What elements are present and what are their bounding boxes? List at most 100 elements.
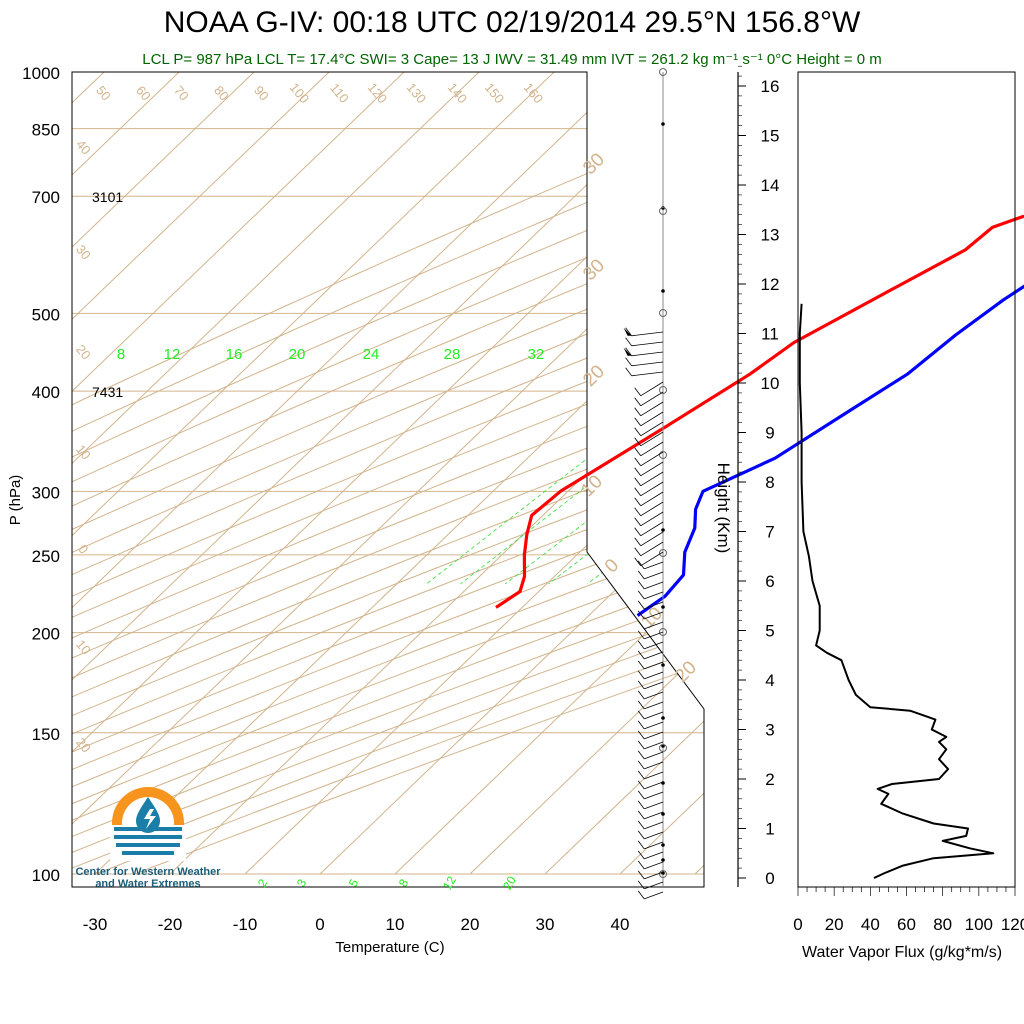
dry-adiabat — [72, 72, 704, 875]
dry-adiabat — [72, 72, 704, 875]
wind-barb-feather — [634, 477, 642, 487]
temperature-tick-label: 10 — [386, 915, 405, 934]
barb-calm-dot — [661, 716, 665, 720]
flux-panel: 012345678910111213141516020406080100120W… — [714, 65, 1024, 961]
dry-adiabat — [72, 72, 704, 875]
flux-tick-label: 40 — [861, 915, 880, 934]
height-tick-label: 6 — [765, 572, 774, 591]
mixing-ratio-line — [656, 72, 704, 585]
wind-barb — [644, 781, 664, 790]
wind-barb — [644, 561, 664, 570]
wind-barb-feather — [634, 517, 642, 527]
height-annotation: 7431 — [92, 384, 123, 400]
temperature-tick-label: -20 — [158, 915, 183, 934]
dry-adiabat — [134, 72, 704, 875]
mixing-ratio-line — [548, 72, 704, 585]
wind-barb-feather — [637, 780, 645, 790]
dry-adiabat — [72, 72, 704, 875]
wind-barb-feather — [637, 570, 645, 580]
pressure-tick-label: 250 — [32, 547, 60, 566]
wind-barb-feather — [634, 407, 642, 417]
isotherm-line — [619, 72, 704, 875]
wind-barb — [644, 891, 664, 900]
barb-circle — [659, 309, 667, 317]
wind-barb — [644, 711, 664, 720]
isotherm-line — [72, 72, 704, 875]
wind-barb-feather — [637, 880, 645, 890]
mixing-ratio-label: 28 — [444, 346, 461, 363]
isotherm-line — [72, 72, 273, 875]
wind-barb-feather — [634, 547, 642, 557]
adiabat-label: 70 — [171, 83, 192, 104]
mixing-ratio-line — [615, 72, 704, 585]
pressure-tick-label: 150 — [32, 725, 60, 744]
wind-barb-feather — [634, 487, 642, 497]
wind-barb — [640, 421, 664, 437]
isotherm-label: 40 — [73, 137, 94, 158]
dry-adiabat — [72, 72, 704, 875]
wind-barb-feather — [637, 620, 645, 630]
wind-barb — [631, 331, 664, 337]
isotherm-label: 20 — [671, 657, 701, 687]
temperature-tick-label: -10 — [233, 915, 258, 934]
wind-barb-feather — [637, 770, 645, 780]
flux-tick-label: 100 — [965, 915, 993, 934]
barb-calm-dot — [661, 289, 665, 293]
isotherm-line — [169, 72, 704, 875]
wind-barb-feather — [634, 497, 642, 507]
wind-barb-feather — [634, 507, 642, 517]
wind-barb — [640, 431, 664, 447]
dry-adiabat — [72, 72, 704, 875]
wind-barb-feather — [625, 337, 632, 347]
wind-barb-feather — [637, 640, 645, 650]
isotherm-line — [72, 72, 348, 875]
wind-barb-feather — [637, 800, 645, 810]
pressure-tick-label: 1000 — [22, 64, 60, 83]
dry-adiabat — [72, 72, 704, 875]
wind-barb-feather — [634, 467, 642, 477]
temperature-tick-label: 20 — [461, 915, 480, 934]
wind-barb-feather — [637, 810, 645, 820]
mixing-ratio-label: 20 — [500, 873, 519, 892]
wind-barb-feather — [634, 457, 642, 467]
wind-barb-feather — [634, 537, 642, 547]
mixing-ratio-label: 12 — [440, 873, 459, 892]
isotherm-line — [72, 72, 498, 875]
wind-barb — [644, 631, 664, 640]
wind-barb-feather — [634, 397, 642, 407]
cw3e-logo: Center for Western Weather and Water Ext… — [70, 783, 226, 893]
skewt-profiles — [495, 214, 1024, 617]
height-annotation: 3101 — [92, 189, 123, 205]
wind-barb-feather — [634, 447, 642, 457]
wind-barb — [644, 881, 664, 890]
wind-barb — [644, 721, 664, 730]
temperature-tick-label: 40 — [611, 915, 630, 934]
wind-barb-feather — [637, 870, 645, 880]
wind-barb — [640, 401, 664, 417]
isotherm-line — [469, 72, 704, 875]
wind-barb — [644, 601, 664, 610]
wind-barb — [640, 451, 664, 467]
adiabat-label: 100 — [287, 80, 312, 106]
flux-tick-label: 20 — [825, 915, 844, 934]
wind-barb — [644, 621, 664, 630]
mixing-ratio-label: 20 — [289, 346, 306, 363]
height-tick-label: 14 — [761, 176, 780, 195]
wind-barb-feather — [637, 890, 645, 900]
isotherm-line — [72, 72, 704, 875]
barb-circle — [659, 870, 667, 878]
wind-barb-feather — [625, 327, 632, 337]
wind-barb-feather — [625, 347, 632, 357]
adiabat-label: 150 — [482, 80, 507, 106]
wind-barb — [644, 841, 664, 850]
dry-adiabat — [72, 72, 704, 875]
dry-adiabat — [72, 72, 704, 875]
adiabat-label: 80 — [211, 83, 232, 104]
wind-barb-feather — [637, 750, 645, 760]
wind-barb — [640, 491, 664, 507]
adiabat-label: 120 — [365, 80, 390, 106]
wind-barb — [644, 811, 664, 820]
wind-barb — [631, 371, 664, 377]
wind-barb — [644, 801, 664, 810]
